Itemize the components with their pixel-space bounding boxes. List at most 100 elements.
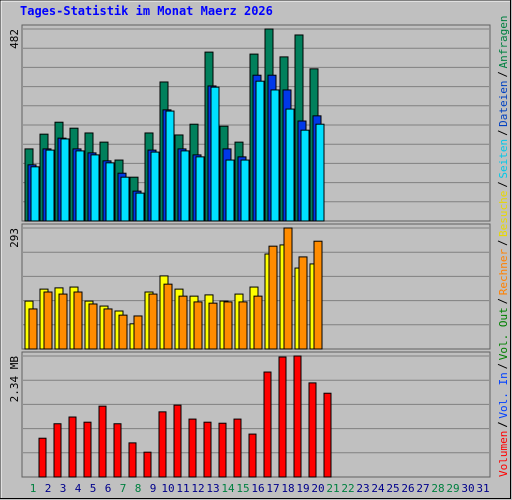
x-tick-label: 11 bbox=[176, 482, 189, 495]
bar bbox=[315, 123, 325, 222]
bar bbox=[300, 129, 310, 222]
x-tick-label: 9 bbox=[150, 482, 157, 495]
bar bbox=[38, 437, 47, 478]
bar bbox=[28, 308, 38, 350]
legend-separator bbox=[497, 298, 508, 304]
x-tick-label: 15 bbox=[236, 482, 249, 495]
x-tick-label: 16 bbox=[251, 482, 264, 495]
x-tick-label: 3 bbox=[60, 482, 67, 495]
legend-label: Volumen bbox=[497, 431, 510, 477]
bar bbox=[30, 166, 40, 222]
bar bbox=[188, 418, 197, 478]
x-tick-label: 30 bbox=[461, 482, 474, 495]
bar bbox=[113, 423, 122, 478]
bar bbox=[278, 356, 287, 478]
x-tick-label: 2 bbox=[45, 482, 52, 495]
legend-separator bbox=[497, 240, 508, 246]
legend-label: Rechner bbox=[497, 249, 510, 296]
x-tick-label: 10 bbox=[161, 482, 174, 495]
x-tick-label: 25 bbox=[386, 482, 399, 495]
bar bbox=[133, 315, 143, 350]
bar bbox=[135, 192, 145, 222]
y-tick-label: 2.34 MB bbox=[8, 356, 21, 403]
x-tick-label: 26 bbox=[401, 482, 414, 495]
x-tick-label: 27 bbox=[416, 482, 429, 495]
bar bbox=[58, 293, 68, 350]
x-tick-label: 5 bbox=[90, 482, 97, 495]
bar bbox=[163, 283, 173, 350]
bar bbox=[248, 433, 257, 478]
bar bbox=[225, 159, 235, 222]
legend-separator bbox=[497, 363, 508, 369]
bar bbox=[293, 355, 302, 478]
x-tick-label: 14 bbox=[221, 482, 235, 495]
bar bbox=[53, 423, 62, 478]
bar bbox=[263, 371, 272, 478]
bar bbox=[308, 382, 317, 478]
bar bbox=[128, 442, 137, 478]
bar bbox=[253, 295, 263, 350]
bar bbox=[240, 159, 250, 222]
legend: Volumen Vol. In Vol. Out Rechner Besuche Seit… bbox=[497, 15, 510, 477]
bar bbox=[158, 411, 167, 478]
bar bbox=[255, 80, 265, 222]
chart-title: Tages-Statistik im Monat Maerz 2026 bbox=[20, 4, 273, 18]
x-tick-label: 1 bbox=[30, 482, 37, 495]
bar bbox=[223, 301, 233, 350]
bar bbox=[165, 110, 175, 222]
x-tick-label: 22 bbox=[341, 482, 354, 495]
x-tick-label: 21 bbox=[326, 482, 339, 495]
bar bbox=[313, 240, 323, 350]
bar bbox=[268, 245, 278, 350]
bar bbox=[193, 301, 203, 350]
bar bbox=[43, 291, 53, 350]
y-tick-label: 293 bbox=[8, 228, 21, 248]
bar bbox=[103, 308, 113, 350]
bar bbox=[283, 227, 293, 350]
bar bbox=[180, 150, 190, 222]
bar bbox=[88, 303, 98, 350]
bar bbox=[195, 156, 205, 222]
bar bbox=[270, 89, 280, 222]
x-tick-label: 6 bbox=[105, 482, 112, 495]
x-tick-label: 19 bbox=[296, 482, 309, 495]
bar bbox=[75, 150, 85, 222]
bar bbox=[148, 293, 158, 350]
legend-separator bbox=[497, 72, 508, 77]
bar bbox=[118, 314, 128, 350]
bar bbox=[143, 451, 152, 478]
x-tick-label: 31 bbox=[476, 482, 489, 495]
bar bbox=[150, 151, 160, 222]
legend-label: Besuche bbox=[497, 191, 510, 237]
x-tick-label: 4 bbox=[75, 482, 82, 495]
bar bbox=[285, 108, 295, 222]
bar bbox=[60, 138, 70, 222]
y-tick-label: 482 bbox=[8, 29, 21, 49]
bar bbox=[203, 421, 212, 478]
legend-separator bbox=[497, 182, 508, 188]
bar bbox=[238, 301, 248, 350]
bar bbox=[323, 392, 332, 478]
bar bbox=[105, 162, 115, 222]
x-tick-label: 20 bbox=[311, 482, 324, 495]
bar bbox=[233, 418, 242, 478]
bar bbox=[68, 416, 77, 478]
legend-label: Dateien bbox=[497, 80, 510, 126]
legend-label: Seiten bbox=[497, 139, 510, 179]
bar bbox=[83, 421, 92, 478]
x-tick-label: 8 bbox=[135, 482, 142, 495]
x-tick-label: 29 bbox=[446, 482, 459, 495]
legend-label: Anfragen bbox=[497, 15, 510, 68]
bar bbox=[45, 149, 55, 222]
x-tick-label: 18 bbox=[281, 482, 294, 495]
legend-separator bbox=[497, 422, 508, 428]
bar bbox=[120, 176, 130, 222]
x-tick-label: 17 bbox=[266, 482, 279, 495]
bar bbox=[73, 291, 83, 350]
bar bbox=[90, 154, 100, 222]
x-tick-label: 13 bbox=[206, 482, 219, 495]
legend-separator bbox=[497, 130, 508, 136]
bar bbox=[210, 86, 220, 222]
